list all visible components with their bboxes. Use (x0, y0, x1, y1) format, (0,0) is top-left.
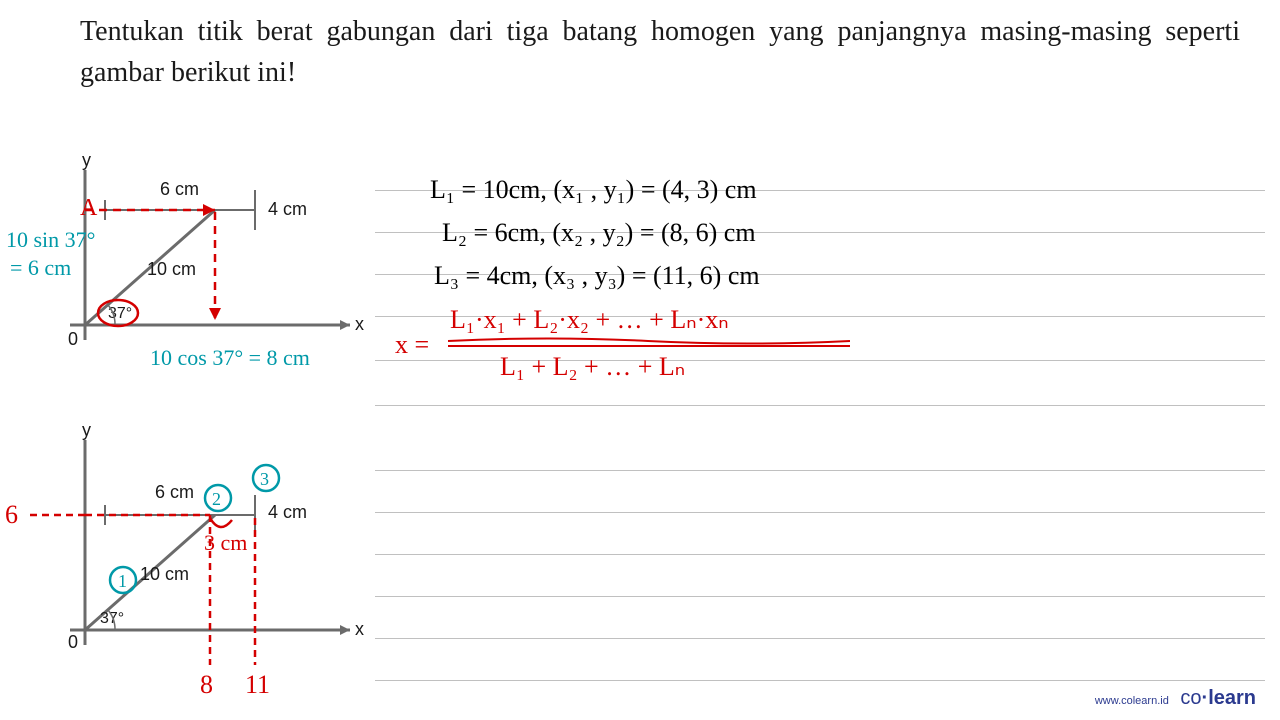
svg-text:37°: 37° (100, 610, 124, 627)
formula-den: L₁ + L₂ + … + Lₙ (500, 352, 685, 382)
anno-3cm: 3 cm (204, 530, 247, 556)
svg-text:2: 2 (212, 489, 221, 509)
label-37: 37° (108, 305, 132, 322)
diagram-bottom: 6 cm 4 cm 10 cm 37° y x 0 1 2 3 (10, 420, 380, 700)
brand-co: co (1180, 687, 1201, 709)
label-4cm: 4 cm (268, 199, 307, 219)
formula-lhs: x = (395, 330, 429, 360)
svg-text:y: y (82, 420, 91, 440)
anno-sin2: = 6 cm (10, 255, 71, 281)
brand-logo: www.colearn.id co·learn (1095, 687, 1256, 710)
anno-y6: 6 (5, 500, 18, 530)
anno-cos: 10 cos 37° = 8 cm (150, 345, 310, 371)
eq-L3: L₃ = 4cm, (x₃ , y₃) = (11, 6) cm (434, 261, 760, 291)
svg-text:0: 0 (68, 632, 78, 652)
brand-learn: learn (1208, 687, 1256, 709)
underline-squiggle (448, 336, 850, 346)
formula-num: L₁·x₁ + L₂·x₂ + … + Lₙ·xₙ (450, 305, 729, 335)
origin: 0 (68, 329, 78, 349)
brand-url: www.colearn.id (1095, 695, 1169, 707)
svg-text:1: 1 (118, 571, 127, 591)
question-text: Tentukan titik berat gabungan dari tiga … (80, 12, 1240, 93)
svg-text:10 cm: 10 cm (140, 564, 189, 584)
anno-x8: 8 (200, 670, 213, 700)
axis-y: y (82, 150, 91, 170)
label-10cm: 10 cm (147, 259, 196, 279)
svg-text:x: x (355, 619, 364, 639)
eq-L2: L₂ = 6cm, (x₂ , y₂) = (8, 6) cm (442, 218, 756, 248)
svg-text:6 cm: 6 cm (155, 482, 194, 502)
axis-x: x (355, 314, 364, 334)
eq-L1: L₁ = 10cm, (x₁ , y₁) = (4, 3) cm (430, 175, 757, 205)
anno-sin1: 10 sin 37° (6, 227, 95, 253)
svg-text:4 cm: 4 cm (268, 502, 307, 522)
anno-x11: 11 (245, 670, 270, 700)
svg-text:3: 3 (260, 469, 269, 489)
anno-A: A (80, 195, 97, 222)
label-6cm: 6 cm (160, 179, 199, 199)
